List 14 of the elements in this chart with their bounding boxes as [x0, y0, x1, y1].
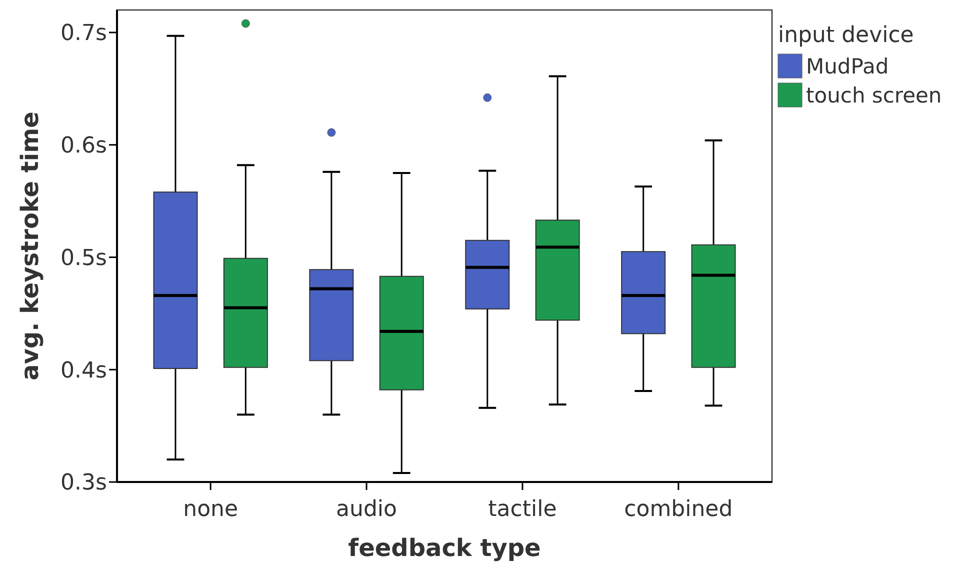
legend-label: touch screen [806, 83, 942, 108]
y-tick-label: 0.5s [60, 246, 107, 271]
y-tick-label: 0.3s [60, 470, 107, 496]
x-tick-label: tactile [488, 497, 557, 522]
y-tick-label: 0.7s [60, 21, 107, 46]
y-tick-label: 0.4s [60, 358, 107, 384]
x-axis-title: feedback type [348, 534, 541, 562]
x-tick-label: none [183, 497, 238, 522]
y-tick-label: 0.6s [60, 134, 107, 159]
x-tick-label: audio [336, 497, 398, 522]
legend-title: input device [778, 23, 914, 48]
y-axis-title: avg. keystroke time [16, 112, 44, 380]
legend-label: MudPad [806, 54, 889, 78]
x-tick-label: combined [624, 497, 733, 522]
